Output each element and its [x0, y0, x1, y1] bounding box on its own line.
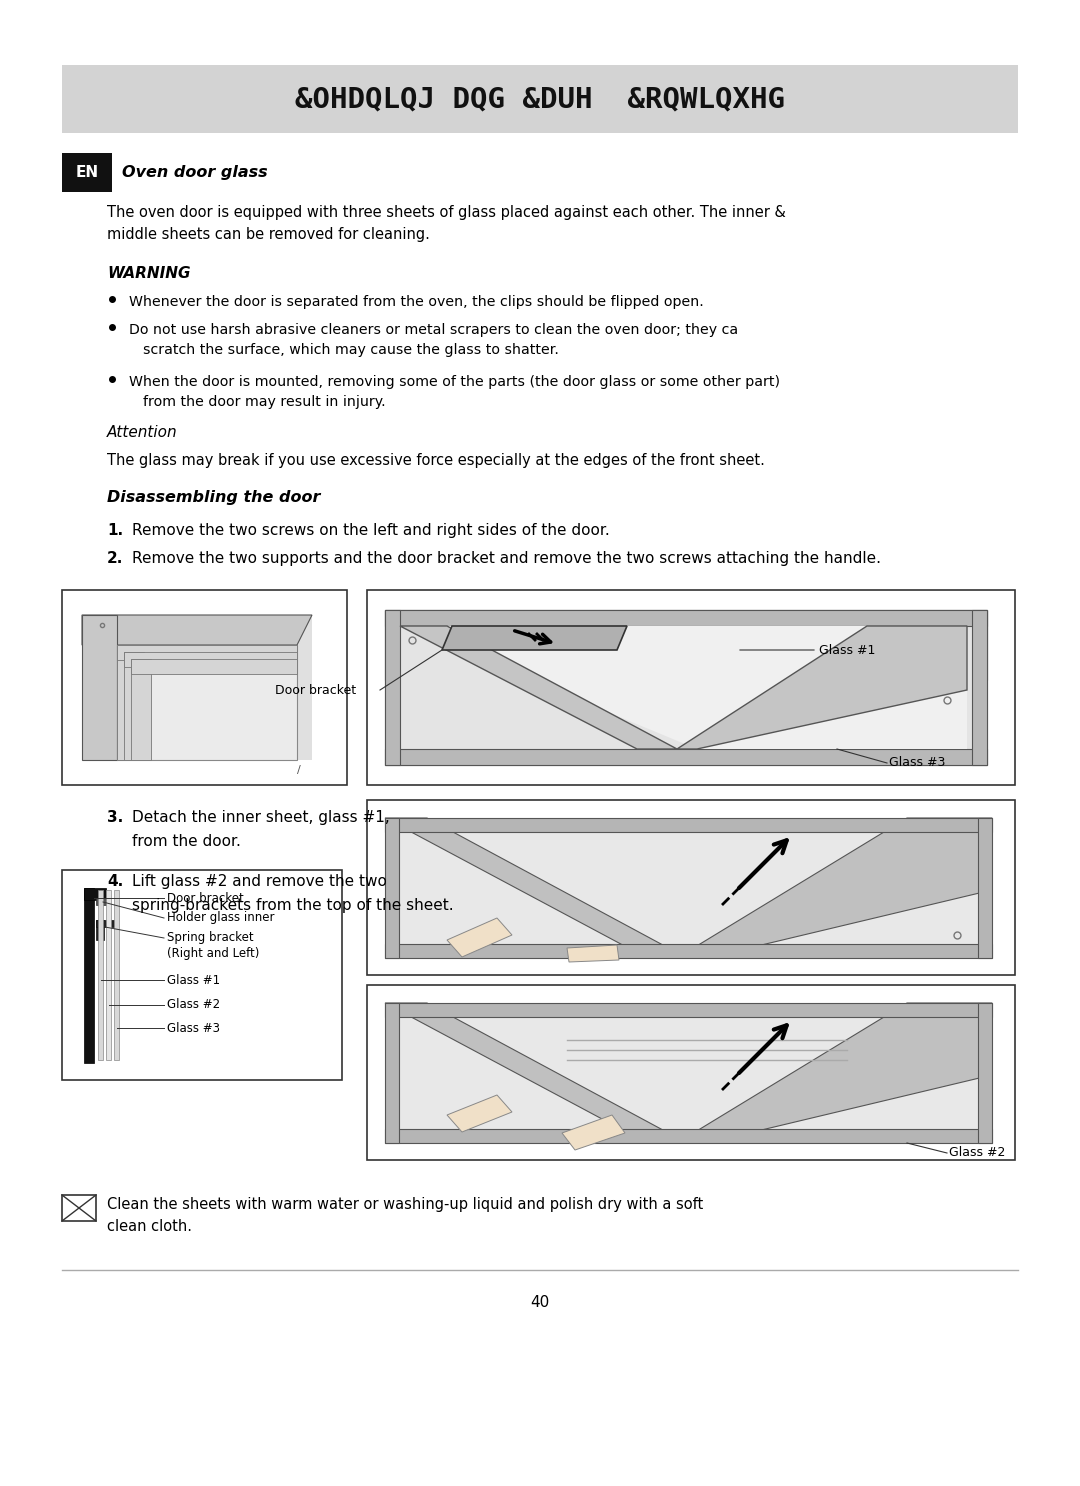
Text: Lift glass #2 and remove the two: Lift glass #2 and remove the two: [132, 874, 387, 889]
Text: (Right and Left): (Right and Left): [167, 948, 259, 960]
Bar: [384, 749, 987, 765]
Text: 2.: 2.: [107, 551, 123, 566]
Polygon shape: [384, 1003, 687, 1143]
Text: Oven door glass: Oven door glass: [122, 165, 268, 180]
Bar: [96, 920, 114, 927]
Polygon shape: [82, 615, 312, 645]
Text: from the door.: from the door.: [132, 834, 241, 849]
Polygon shape: [447, 1095, 512, 1132]
Polygon shape: [117, 645, 297, 759]
Bar: [972, 609, 987, 765]
Text: spring-brackets from the top of the sheet.: spring-brackets from the top of the shee…: [132, 898, 454, 912]
Text: Glass #2: Glass #2: [949, 1147, 1005, 1159]
Polygon shape: [567, 945, 619, 961]
Text: When the door is mounted, removing some of the parts (the door glass or some oth: When the door is mounted, removing some …: [129, 374, 780, 389]
Text: 3.: 3.: [107, 810, 123, 825]
Text: Spring bracket: Spring bracket: [167, 932, 254, 945]
Bar: [62, 1195, 96, 1221]
Bar: [84, 889, 106, 901]
Bar: [367, 590, 1015, 785]
Bar: [384, 1003, 399, 1143]
Text: 4.: 4.: [107, 874, 123, 889]
Bar: [384, 609, 987, 626]
Text: The glass may break if you use excessive force especially at the edges of the fr: The glass may break if you use excessive…: [107, 453, 765, 468]
Text: Glass #3: Glass #3: [889, 756, 945, 770]
Text: 1.: 1.: [107, 523, 123, 538]
Bar: [384, 817, 993, 832]
Polygon shape: [384, 817, 687, 958]
Polygon shape: [677, 817, 993, 958]
Text: Glass #3: Glass #3: [167, 1021, 220, 1034]
Text: from the door may result in injury.: from the door may result in injury.: [143, 395, 386, 409]
Text: The oven door is equipped with three sheets of glass placed against each other. : The oven door is equipped with three she…: [107, 205, 786, 220]
Text: Door bracket: Door bracket: [275, 684, 356, 697]
Polygon shape: [400, 626, 967, 749]
Polygon shape: [82, 615, 117, 759]
Polygon shape: [131, 658, 151, 759]
Polygon shape: [117, 645, 137, 759]
Text: scratch the surface, which may cause the glass to shatter.: scratch the surface, which may cause the…: [143, 343, 558, 357]
Polygon shape: [384, 817, 993, 958]
Text: Glass #1: Glass #1: [167, 973, 220, 987]
Bar: [384, 1129, 993, 1143]
Polygon shape: [562, 1114, 625, 1150]
Text: clean cloth.: clean cloth.: [107, 1219, 192, 1233]
Polygon shape: [117, 645, 297, 660]
Polygon shape: [124, 652, 297, 667]
Bar: [384, 817, 399, 958]
Bar: [367, 799, 1015, 975]
Bar: [978, 817, 993, 958]
Polygon shape: [384, 1003, 993, 1143]
Bar: [96, 920, 104, 941]
Polygon shape: [82, 615, 312, 759]
Polygon shape: [447, 918, 512, 957]
Polygon shape: [400, 626, 677, 749]
Bar: [62, 590, 347, 785]
Polygon shape: [677, 1003, 993, 1143]
Bar: [62, 153, 112, 192]
Polygon shape: [677, 626, 967, 749]
Polygon shape: [384, 609, 987, 765]
Polygon shape: [131, 658, 297, 675]
Polygon shape: [384, 609, 987, 681]
Polygon shape: [124, 652, 144, 759]
Text: Door bracket: Door bracket: [167, 892, 244, 905]
Text: Clean the sheets with warm water or washing-up liquid and polish dry with a soft: Clean the sheets with warm water or wash…: [107, 1198, 703, 1213]
Bar: [62, 869, 342, 1080]
Text: Remove the two screws on the left and right sides of the door.: Remove the two screws on the left and ri…: [132, 523, 610, 538]
Bar: [62, 65, 1018, 134]
Text: WARNING: WARNING: [107, 266, 190, 281]
Text: /: /: [297, 765, 300, 776]
Bar: [384, 1003, 993, 1016]
Bar: [98, 890, 103, 1060]
Bar: [106, 890, 111, 1060]
Text: Glass #1: Glass #1: [819, 643, 876, 657]
Text: middle sheets can be removed for cleaning.: middle sheets can be removed for cleanin…: [107, 227, 430, 242]
Text: Attention: Attention: [107, 425, 177, 440]
Bar: [978, 1003, 993, 1143]
Text: EN: EN: [76, 165, 98, 180]
Bar: [384, 944, 993, 958]
Polygon shape: [442, 626, 627, 649]
Bar: [84, 889, 94, 1062]
Text: &OHDQLQJ DQG &DUH  &RQWLQXHG: &OHDQLQJ DQG &DUH &RQWLQXHG: [295, 85, 785, 113]
Text: Remove the two supports and the door bracket and remove the two screws attaching: Remove the two supports and the door bra…: [132, 551, 881, 566]
Text: Detach the inner sheet, glass #1,: Detach the inner sheet, glass #1,: [132, 810, 390, 825]
Bar: [96, 898, 110, 905]
Text: Whenever the door is separated from the oven, the clips should be flipped open.: Whenever the door is separated from the …: [129, 296, 704, 309]
Text: Glass #2: Glass #2: [167, 999, 220, 1012]
Text: Do not use harsh abrasive cleaners or metal scrapers to clean the oven door; the: Do not use harsh abrasive cleaners or me…: [129, 322, 738, 337]
Text: 40: 40: [530, 1294, 550, 1311]
Text: Disassembling the door: Disassembling the door: [107, 490, 321, 505]
Bar: [114, 890, 119, 1060]
Bar: [367, 985, 1015, 1161]
Text: Holder glass inner: Holder glass inner: [167, 911, 274, 924]
Bar: [384, 609, 400, 765]
